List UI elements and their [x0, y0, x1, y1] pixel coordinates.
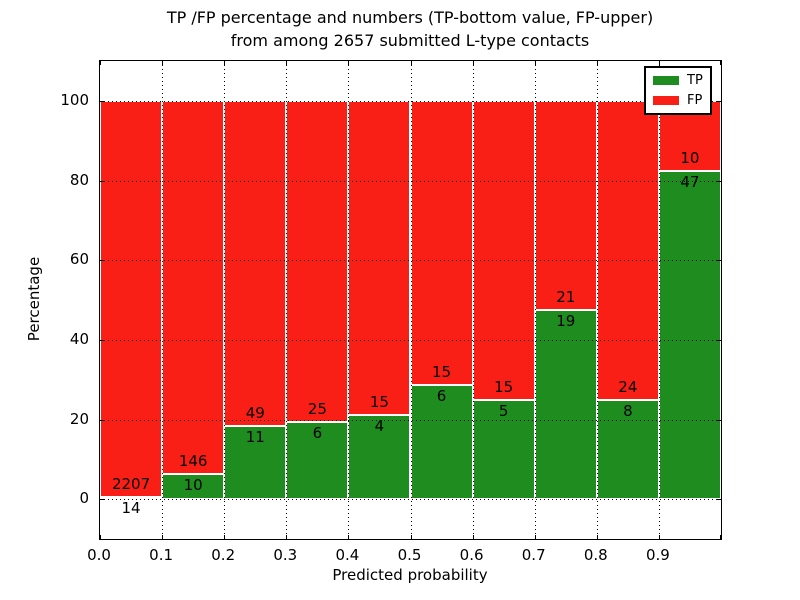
bar-fp-segment[interactable]	[162, 100, 225, 474]
bar-tp-segment[interactable]	[224, 426, 287, 500]
x-tick-mark-top	[720, 61, 721, 65]
legend-entry[interactable]: FP	[653, 94, 703, 107]
bar-tp-segment[interactable]	[286, 422, 349, 500]
y-tick-label: 20	[69, 409, 89, 428]
y-gridline	[100, 339, 721, 341]
x-tick-label: 0.3	[273, 546, 298, 564]
x-tick-mark	[410, 535, 412, 539]
chart-title-line1: TP /FP percentage and numbers (TP-bottom…	[166, 8, 654, 27]
y-tick-mark	[100, 499, 104, 501]
x-tick-mark	[286, 535, 288, 539]
x-gridline	[658, 61, 660, 539]
x-gridline	[286, 61, 288, 539]
x-tick-mark	[348, 535, 350, 539]
x-tick-label: 0.8	[583, 546, 608, 564]
y-tick-label: 0	[79, 489, 89, 508]
x-tick-mark-top	[348, 61, 350, 65]
bar-tp-segment[interactable]	[410, 385, 473, 500]
bar-fp-segment[interactable]	[596, 100, 659, 400]
y-gridline	[100, 180, 721, 182]
bar-tp-segment[interactable]	[348, 415, 411, 500]
y-gridline	[100, 100, 721, 102]
bar-tp-segment[interactable]	[100, 496, 163, 500]
y-tick-mark-right	[717, 260, 721, 262]
legend-entry-label: FP	[687, 93, 703, 108]
x-tick-mark-top	[224, 61, 226, 65]
bar-tp-segment[interactable]	[534, 309, 597, 500]
bar-fp-segment[interactable]	[224, 100, 287, 427]
y-tick-mark	[100, 339, 104, 341]
y-tick-mark-right	[717, 419, 721, 421]
bar-tp-segment[interactable]	[596, 399, 659, 500]
x-tick-mark	[224, 535, 226, 539]
x-gridline	[224, 61, 226, 539]
x-tick-mark-top	[534, 61, 536, 65]
y-tick-mark-right	[717, 339, 721, 341]
x-axis-label: Predicted probability	[332, 566, 488, 584]
bar-fp-segment[interactable]	[286, 100, 349, 423]
bar-tp-segment[interactable]	[658, 170, 721, 500]
x-tick-label: 0.2	[211, 546, 236, 564]
x-gridline	[534, 61, 536, 539]
x-gridline	[472, 61, 474, 539]
x-tick-mark	[720, 535, 721, 539]
fp-legend-swatch	[653, 96, 679, 105]
bar-fp-segment[interactable]	[348, 100, 411, 416]
y-tick-mark	[100, 419, 104, 421]
x-tick-mark-top	[410, 61, 412, 65]
x-gridline	[348, 61, 350, 539]
legend-entry-label: TP	[687, 73, 703, 88]
y-tick-label: 80	[69, 170, 89, 189]
bar-fp-segment[interactable]	[410, 100, 473, 386]
y-gridline	[100, 419, 721, 421]
chart-title: TP /FP percentage and numbers (TP-bottom…	[100, 6, 720, 52]
legend: TP FP	[644, 66, 712, 115]
bar-fp-segment[interactable]	[100, 100, 163, 497]
y-tick-mark-right	[717, 499, 721, 501]
plot-area: 2207 14 146 10 49 11 25 6 15 4 15 6 15 5 21 19 24 8 10 47	[99, 60, 722, 540]
x-tick-label: 0.7	[521, 546, 546, 564]
x-tick-mark	[162, 535, 164, 539]
y-gridline	[100, 499, 721, 501]
y-tick-mark	[100, 180, 104, 182]
x-gridline	[596, 61, 598, 539]
x-tick-label: 0.9	[645, 546, 670, 564]
y-tick-label: 100	[60, 90, 89, 109]
y-tick-mark	[100, 260, 104, 262]
y-tick-mark-right	[717, 100, 721, 102]
y-gridline	[100, 260, 721, 262]
x-tick-label: 0.6	[459, 546, 484, 564]
x-tick-label: 0.4	[335, 546, 360, 564]
x-gridline	[410, 61, 412, 539]
x-tick-mark	[100, 535, 101, 539]
x-tick-mark	[658, 535, 660, 539]
x-tick-mark-top	[658, 61, 660, 65]
x-tick-mark-top	[472, 61, 474, 65]
tp-count-label: 14	[121, 498, 141, 517]
x-tick-mark-top	[162, 61, 164, 65]
y-axis-label: Percentage	[25, 256, 43, 342]
y-tick-label: 40	[69, 329, 89, 348]
x-tick-mark	[534, 535, 536, 539]
chart-title-line2: from among 2657 submitted L-type contact…	[230, 31, 590, 50]
bar-tp-segment[interactable]	[162, 473, 225, 500]
x-tick-label: 0.1	[149, 546, 174, 564]
x-tick-label: 0.5	[397, 546, 422, 564]
x-tick-mark	[472, 535, 474, 539]
x-tick-mark-top	[596, 61, 598, 65]
legend-entry[interactable]: TP	[653, 74, 703, 87]
x-gridline	[162, 61, 164, 539]
x-tick-mark-top	[286, 61, 288, 65]
y-tick-mark-right	[717, 180, 721, 182]
x-tick-label: 0.0	[87, 546, 111, 564]
tp-legend-swatch	[653, 76, 679, 85]
bar-fp-segment[interactable]	[472, 100, 535, 400]
x-tick-mark-top	[100, 61, 101, 65]
y-tick-label: 60	[69, 250, 89, 269]
x-tick-mark	[596, 535, 598, 539]
bar-fp-segment[interactable]	[534, 100, 597, 310]
bar-tp-segment[interactable]	[472, 399, 535, 500]
y-tick-mark	[100, 100, 104, 102]
